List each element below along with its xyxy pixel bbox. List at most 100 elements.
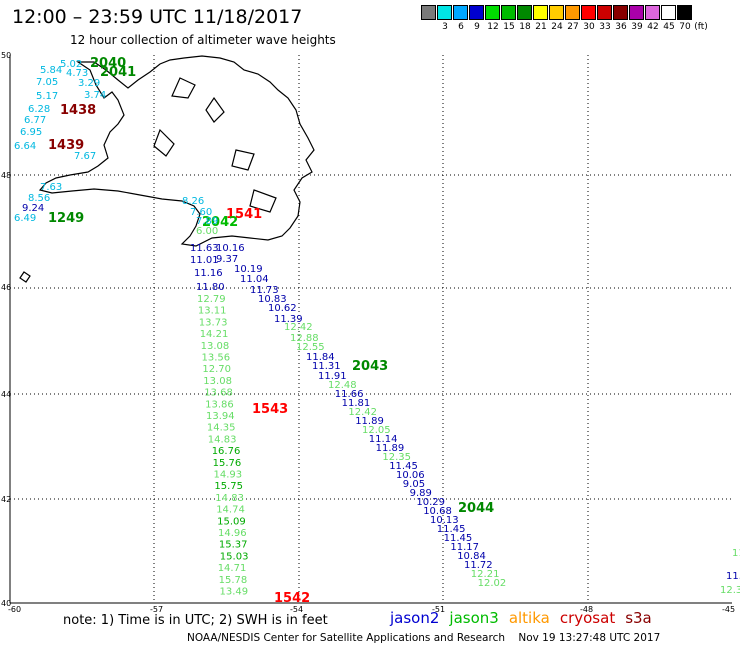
satellite-legend: jason2 jason3 altika cryosat s3a	[390, 609, 662, 627]
wave-height: 11.45	[444, 533, 473, 544]
wave-height: 12.21	[471, 569, 500, 580]
wave-height: 12.88	[290, 333, 319, 344]
scale-swatch	[581, 5, 596, 20]
pass-time-label: 1439	[48, 138, 84, 153]
scale-label: 42	[647, 22, 659, 32]
wave-height: 14.83	[208, 434, 237, 445]
wave-height: 9.89	[410, 488, 432, 499]
wave-height: 6.77	[24, 115, 46, 126]
scale-label: 12	[487, 22, 499, 32]
scale-label: (ft)	[694, 22, 708, 32]
color-scale	[421, 5, 693, 20]
pass-time-label: 2044	[458, 501, 494, 516]
pass-time-label: 1541	[226, 207, 262, 222]
longitude-label: -60	[8, 605, 21, 614]
wave-height: 12.42	[348, 407, 377, 418]
wave-height: 11.81	[342, 398, 371, 409]
scale-swatch	[501, 5, 516, 20]
scale-swatch	[613, 5, 628, 20]
scale-swatch	[517, 5, 532, 20]
axis-labels: 50 48 46 44 42 40-60 -57 -54 -51 -48 -45	[1, 51, 735, 614]
longitude-label: -54	[290, 605, 303, 614]
wave-height: 11.80	[196, 282, 225, 293]
wave-height: 6.95	[20, 127, 42, 138]
page-title: 12:00 – 23:59 UTC 11/18/2017	[12, 6, 303, 28]
wave-height: 8.26	[182, 196, 204, 207]
page-subtitle: 12 hour collection of altimeter wave hei…	[70, 33, 336, 47]
scale-label: 39	[631, 22, 643, 32]
scale-swatch	[469, 5, 484, 20]
wave-height: 16.76	[212, 446, 241, 457]
scale-swatch	[437, 5, 452, 20]
scale-label: 15	[503, 22, 515, 32]
scale-label: 3	[442, 22, 448, 32]
wave-height: 5.84	[40, 65, 62, 76]
wave-height: 11.	[726, 571, 740, 582]
wave-height: 10.68	[423, 506, 452, 517]
wave-height: 14.21	[200, 329, 229, 340]
scale-label: 24	[551, 22, 563, 32]
scale-label: 70	[679, 22, 691, 32]
wave-height: 10.19	[234, 264, 263, 275]
wave-height: 10.84	[457, 551, 486, 562]
wave-height: 13.68	[204, 388, 233, 399]
wave-height: 6.49	[14, 213, 36, 224]
wave-height: 11.66	[335, 389, 364, 400]
wave-height: 11.04	[240, 274, 269, 285]
pass-time-label: 1543	[252, 402, 288, 417]
scale-label: 27	[567, 22, 579, 32]
scale-label: 6	[458, 22, 464, 32]
scale-label: 33	[599, 22, 611, 32]
scale-label: 45	[663, 22, 675, 32]
scale-label: 36	[615, 22, 627, 32]
wave-height: 12.55	[296, 342, 325, 353]
color-scale-labels: 3 6 9 12 15 18 21 24 27 30 33 36 39 42 45 70 (ft)	[421, 22, 740, 34]
latitude-label: 46	[1, 283, 11, 292]
scale-swatch	[677, 5, 692, 20]
wave-height: 15.03	[220, 551, 249, 562]
pass-time-label: 1542	[274, 591, 310, 606]
scale-swatch	[629, 5, 644, 20]
wave-height: 14.96	[218, 528, 247, 539]
wave-height: 11.16	[194, 268, 223, 279]
wave-height: 13.08	[201, 341, 230, 352]
wave-height: 11.45	[437, 524, 466, 535]
wave-height: 13.56	[202, 353, 231, 364]
satellite-jason3: jason3	[449, 609, 499, 627]
wave-height: 14.71	[218, 563, 247, 574]
wave-height: 14.74	[216, 505, 245, 516]
longitude-label: -48	[580, 605, 593, 614]
wave-height: 15.09	[217, 516, 246, 527]
wave-height: 11.01	[190, 255, 219, 266]
wave-height: 14.35	[207, 423, 236, 434]
satellite-jason2: jason2	[390, 609, 440, 627]
scale-swatch	[645, 5, 660, 20]
wave-height: 7.63	[40, 182, 62, 193]
wave-height: 12.70	[202, 364, 231, 375]
scale-label: 18	[519, 22, 531, 32]
wave-height: 12.35	[382, 452, 411, 463]
wave-height: 11.14	[369, 434, 398, 445]
wave-height: 4.73	[66, 68, 88, 79]
wave-height: 11.72	[464, 560, 493, 571]
wave-height: 9.24	[22, 203, 44, 214]
wave-height: 11.63	[190, 243, 219, 254]
footnote: note: 1) Time is in UTC; 2) SWH is in fe…	[63, 613, 328, 628]
scale-swatch	[453, 5, 468, 20]
wave-height: 10.16	[216, 243, 245, 254]
scale-label: 9	[474, 22, 480, 32]
wave-height: 15.37	[219, 540, 248, 551]
wave-height: 7.89	[196, 216, 218, 227]
wave-height: 15.78	[219, 575, 248, 586]
wave-height: 3.29	[78, 78, 100, 89]
wave-height: 14.83	[215, 493, 244, 504]
wave-height: 12.48	[328, 380, 357, 391]
scale-swatch	[485, 5, 500, 20]
wave-height: 12.79	[197, 294, 226, 305]
pass-time-label: 2040	[90, 56, 126, 71]
map-frame	[9, 55, 732, 604]
wave-height: 6.00	[196, 226, 218, 237]
satellite-s3a: s3a	[625, 609, 652, 627]
scale-swatch	[533, 5, 548, 20]
